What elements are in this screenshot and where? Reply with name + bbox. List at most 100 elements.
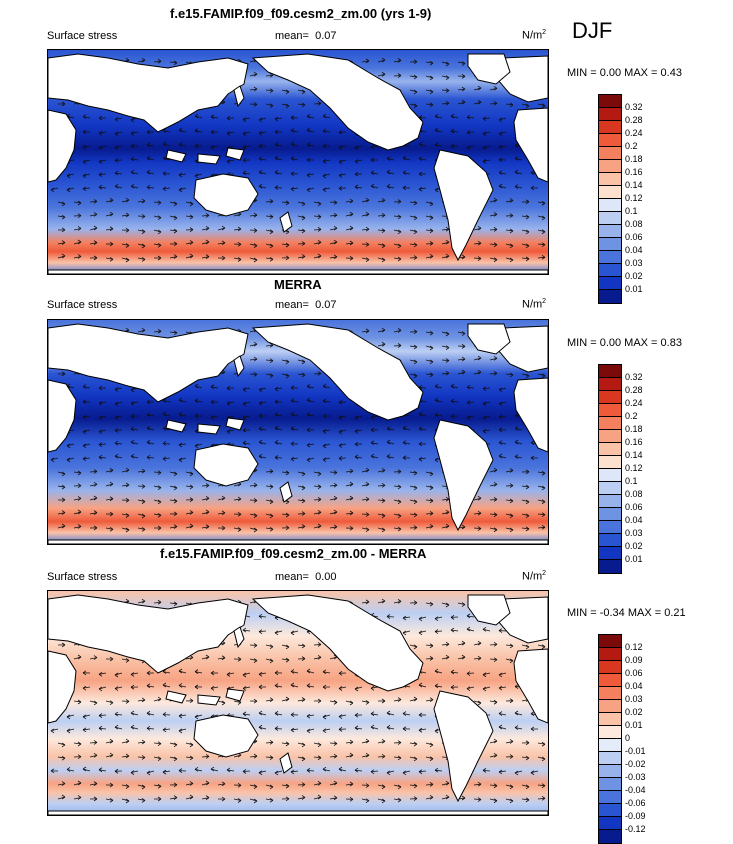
panel1-mean: mean= 0.07	[275, 30, 337, 42]
colorbar-level-label: -0.09	[625, 811, 646, 821]
colorbar-level-label: 0.02	[625, 707, 643, 717]
panel1-variable: Surface stress	[47, 30, 117, 42]
colorbar-swatch	[599, 765, 621, 778]
colorbar-swatch	[599, 739, 621, 752]
colorbar-level-label: 0.18	[625, 424, 643, 434]
colorbar-level-label: 0.24	[625, 128, 643, 138]
panel3-title: f.e15.FAMIP.f09_f09.cesm2_zm.00 - MERRA	[160, 546, 426, 561]
colorbar-swatch	[599, 635, 621, 648]
colorbar-level-label: 0.04	[625, 245, 643, 255]
panel2-colorbar	[598, 364, 622, 574]
panel3-mean-label: mean=	[275, 571, 309, 583]
colorbar-level-label: 0.32	[625, 372, 643, 382]
panel1-minmax: MIN = 0.00 MAX = 0.43	[567, 67, 682, 79]
colorbar-swatch	[599, 508, 621, 521]
panel2-title: MERRA	[274, 277, 322, 292]
colorbar-swatch	[599, 212, 621, 225]
colorbar-level-label: -0.06	[625, 798, 646, 808]
colorbar-swatch	[599, 469, 621, 482]
colorbar-swatch	[599, 661, 621, 674]
colorbar-level-label: -0.04	[625, 785, 646, 795]
colorbar-swatch	[599, 147, 621, 160]
panel3-variable: Surface stress	[47, 571, 117, 583]
colorbar-swatch	[599, 456, 621, 469]
colorbar-level-label: 0.03	[625, 694, 643, 704]
colorbar-level-label: 0.06	[625, 668, 643, 678]
colorbar-swatch	[599, 430, 621, 443]
colorbar-swatch	[599, 404, 621, 417]
colorbar-swatch	[599, 687, 621, 700]
colorbar-level-label: 0.04	[625, 681, 643, 691]
season-label: DJF	[572, 18, 612, 44]
colorbar-swatch	[599, 648, 621, 661]
panel3-mean: mean= 0.00	[275, 571, 337, 583]
colorbar-level-label: -0.12	[625, 824, 646, 834]
colorbar-level-label: 0.28	[625, 385, 643, 395]
colorbar-swatch	[599, 713, 621, 726]
colorbar-swatch	[599, 186, 621, 199]
panel3-minmax: MIN = -0.34 MAX = 0.21	[567, 607, 686, 619]
colorbar-level-label: 0.06	[625, 502, 643, 512]
colorbar-level-label: 0.28	[625, 115, 643, 125]
panel1-colorbar	[598, 94, 622, 304]
panel2-mean: mean= 0.07	[275, 299, 337, 311]
colorbar-level-label: 0.12	[625, 642, 643, 652]
colorbar-swatch	[599, 160, 621, 173]
panel3-colorbar	[598, 634, 622, 844]
panel2-units-exp: 2	[542, 298, 546, 305]
panel3-map	[47, 590, 549, 816]
panel2-units-base: N/m	[522, 299, 542, 311]
colorbar-swatch	[599, 264, 621, 277]
colorbar-swatch	[599, 365, 621, 378]
colorbar-swatch	[599, 225, 621, 238]
colorbar-swatch	[599, 547, 621, 560]
colorbar-swatch	[599, 108, 621, 121]
colorbar-swatch	[599, 534, 621, 547]
panel1-mean-label: mean=	[275, 30, 309, 42]
panel3-units: N/m2	[522, 570, 546, 583]
panel2-minmax: MIN = 0.00 MAX = 0.83	[567, 337, 682, 349]
colorbar-level-label: 0.03	[625, 528, 643, 538]
colorbar-swatch	[599, 290, 621, 303]
panel1-title: f.e15.FAMIP.f09_f09.cesm2_zm.00 (yrs 1-9…	[170, 6, 431, 21]
map-field	[48, 50, 548, 274]
colorbar-level-label: 0.18	[625, 154, 643, 164]
panel2-mean-label: mean=	[275, 299, 309, 311]
colorbar-swatch	[599, 443, 621, 456]
colorbar-swatch	[599, 674, 621, 687]
panel2-variable: Surface stress	[47, 299, 117, 311]
colorbar-swatch	[599, 417, 621, 430]
colorbar-level-label: 0.16	[625, 437, 643, 447]
colorbar-swatch	[599, 560, 621, 573]
colorbar-level-label: 0.04	[625, 515, 643, 525]
colorbar-level-label: 0.12	[625, 463, 643, 473]
colorbar-level-label: 0.1	[625, 476, 638, 486]
panel2-mean-value: 0.07	[315, 299, 336, 311]
colorbar-swatch	[599, 804, 621, 817]
panel1-map	[47, 49, 549, 275]
map-field	[48, 591, 548, 815]
colorbar-level-label: -0.01	[625, 746, 646, 756]
colorbar-level-label: -0.03	[625, 772, 646, 782]
colorbar-swatch	[599, 378, 621, 391]
colorbar-level-label: 0.32	[625, 102, 643, 112]
colorbar-swatch	[599, 791, 621, 804]
colorbar-swatch	[599, 134, 621, 147]
colorbar-level-label: 0.2	[625, 141, 638, 151]
colorbar-swatch	[599, 482, 621, 495]
colorbar-level-label: 0.14	[625, 450, 643, 460]
colorbar-swatch	[599, 495, 621, 508]
colorbar-level-label: 0.2	[625, 411, 638, 421]
colorbar-swatch	[599, 391, 621, 404]
colorbar-level-label: 0.01	[625, 554, 643, 564]
colorbar-level-label: 0.09	[625, 655, 643, 665]
colorbar-swatch	[599, 121, 621, 134]
colorbar-swatch	[599, 173, 621, 186]
panel1-units-exp: 2	[542, 29, 546, 36]
colorbar-swatch	[599, 277, 621, 290]
colorbar-level-label: 0.1	[625, 206, 638, 216]
colorbar-swatch	[599, 238, 621, 251]
map-field	[48, 320, 548, 544]
colorbar-swatch	[599, 830, 621, 843]
colorbar-level-label: 0.24	[625, 398, 643, 408]
